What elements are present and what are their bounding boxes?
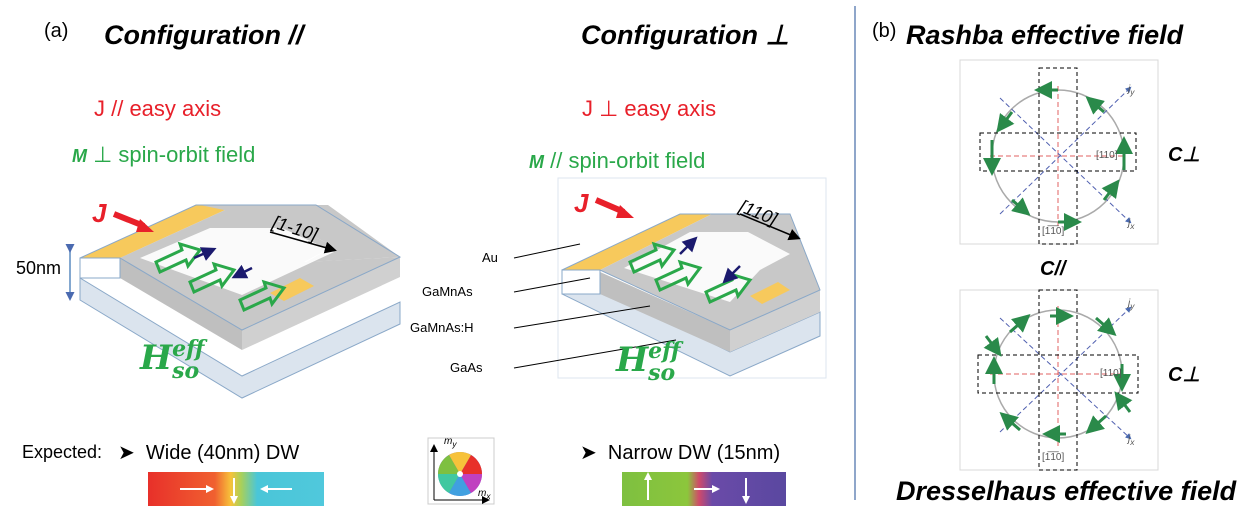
config-perp-m-label: M // spin-orbit field: [529, 148, 705, 174]
dresselhaus-dir-110: [110]: [1100, 368, 1122, 379]
field-supsub: eff so: [648, 340, 680, 384]
c-perp-label-dresselhaus: C⊥: [1168, 364, 1200, 386]
wheel-y-label: my: [444, 436, 457, 449]
config-parallel-title: Configuration //: [104, 20, 304, 50]
wide-dw-text: Wide (40nm) DW: [145, 442, 300, 464]
field-sub: so: [648, 360, 676, 386]
j-label-perp: J: [574, 188, 589, 218]
config-perp-current-label: J ⊥ easy axis: [582, 96, 717, 121]
dresselhaus-dir-1m10: [1̅1̅0]: [1042, 452, 1065, 463]
thickness-label: 50nm: [16, 258, 62, 278]
layer-label-gaas: GaAs: [450, 360, 483, 375]
field-base: H: [140, 338, 173, 378]
c-par-label: C//: [1040, 258, 1066, 280]
panel-a-letter: (a): [44, 20, 69, 42]
expected-label: Expected:: [22, 442, 103, 462]
config-parallel-m-label: M ⊥ spin-orbit field: [72, 142, 255, 168]
rashba-diagram: [959, 59, 1159, 245]
m-text: ⊥ spin-orbit field: [87, 142, 256, 167]
dresselhaus-jy: jy: [1128, 298, 1135, 311]
field-sup: eff: [648, 338, 681, 364]
wide-dw-bar: [148, 472, 324, 506]
narrow-dw-bar: [622, 472, 786, 506]
device-perp: [513, 177, 827, 379]
m-prefix: M: [529, 152, 544, 172]
dresselhaus-title: Dresselhaus effective field: [896, 476, 1237, 506]
wheel-x-label: mx: [478, 488, 491, 501]
narrow-dw-text: Narrow DW (15nm): [607, 442, 781, 464]
rashba-dir-1m10: [1̅1̅0]: [1042, 226, 1065, 237]
narrow-dw-label: ➤ Narrow DW (15nm): [580, 442, 781, 464]
config-parallel-current-label: J // easy axis: [94, 96, 222, 121]
dresselhaus-diagram: [959, 289, 1159, 471]
panel-b-letter: (b): [872, 20, 897, 42]
field-supsub: eff so: [172, 338, 204, 382]
layer-label-gamnas-h: GaMnAs:H: [410, 320, 474, 335]
rashba-title: Rashba effective field: [906, 20, 1184, 50]
rashba-dir-110: [110]: [1096, 150, 1118, 161]
m-text: // spin-orbit field: [544, 148, 706, 173]
layer-label-au: Au: [482, 250, 498, 265]
color-wheel: [427, 437, 495, 505]
m-prefix: M: [72, 146, 87, 166]
c-perp-label-rashba: C⊥: [1168, 144, 1200, 166]
wide-dw-label: ➤ Wide (40nm) DW: [118, 442, 300, 464]
dresselhaus-jx: jx: [1128, 434, 1135, 447]
device-parallel: [65, 204, 402, 399]
field-sup: eff: [172, 336, 205, 362]
layer-label-gamnas: GaMnAs: [422, 284, 473, 299]
config-perp-title: Configuration ⊥: [581, 20, 789, 50]
rashba-jx: jx: [1128, 218, 1135, 231]
rashba-jy: jy: [1128, 84, 1135, 97]
field-sub: so: [172, 358, 200, 384]
j-label-parallel: J: [92, 198, 107, 228]
field-base: H: [616, 340, 649, 380]
